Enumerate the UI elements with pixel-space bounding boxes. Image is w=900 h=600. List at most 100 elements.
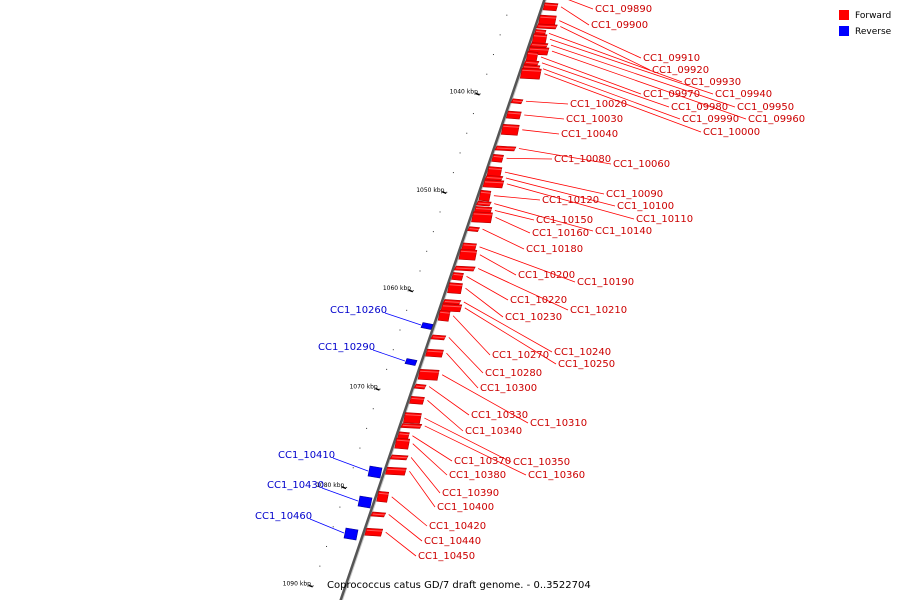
forward-gene-label: CC1_09940 (715, 89, 772, 100)
forward-gene-block-highlight (475, 207, 492, 210)
minor-tick (432, 231, 434, 233)
forward-gene-block-highlight (449, 284, 463, 287)
minor-tick (499, 34, 501, 36)
forward-gene-leader (541, 62, 670, 108)
forward-gene-leader (464, 307, 557, 365)
forward-gene-block (430, 334, 447, 341)
forward-gene-label: CC1_10220 (510, 295, 567, 306)
forward-gene-block (413, 383, 427, 390)
axis-ticks: 1040 kbp 1050 kbp 1060 kbp 1070 kbp 1080 kbp… (283, 14, 508, 588)
forward-gene-block-highlight (473, 213, 493, 216)
forward-gene-block-highlight (405, 414, 422, 417)
forward-gene-block (409, 396, 425, 405)
forward-gene-label: CC1_10400 (437, 502, 494, 513)
forward-gene-block-highlight (527, 52, 539, 55)
forward-gene-block (475, 200, 492, 207)
forward-gene-leader (506, 183, 635, 220)
forward-gene-block-highlight (486, 177, 503, 179)
tick-label: 1090 kbp (283, 580, 311, 587)
minor-tick (412, 290, 414, 292)
forward-gene-leader (388, 514, 423, 542)
forward-gene-block-highlight (432, 336, 446, 339)
forward-gene-block-highlight (508, 112, 522, 115)
forward-gene-leader (550, 44, 736, 108)
forward-gene-leader (452, 315, 491, 356)
forward-gene-label: CC1_10450 (418, 551, 475, 562)
forward-gene-label: CC1_10090 (606, 189, 663, 200)
minor-tick (399, 329, 401, 331)
forward-gene-block (425, 348, 444, 358)
forward-gene-block-highlight (544, 4, 559, 7)
tick-label: 1040 kbp (450, 88, 478, 95)
forward-gene-block-highlight (453, 273, 464, 276)
reverse-gene-leader (309, 518, 345, 534)
forward-gene-label: CC1_10230 (505, 312, 562, 323)
forward-gene-leader (506, 157, 553, 160)
forward-gene-label: CC1_10300 (480, 383, 537, 394)
forward-gene-leader (427, 400, 464, 432)
forward-gene-label: CC1_10180 (526, 244, 583, 255)
forward-gene-leader (428, 386, 470, 416)
forward-gene-leader (463, 301, 553, 353)
forward-gene-block (458, 248, 478, 261)
forward-gene-block-highlight (427, 350, 444, 353)
forward-gene-label: CC1_09910 (643, 53, 700, 64)
forward-gene-leader (549, 38, 714, 95)
minor-tick (379, 388, 381, 390)
forward-gene-label: CC1_10270 (492, 350, 549, 361)
forward-gene-block-highlight (463, 244, 477, 247)
forward-gene-label: CC1_10190 (577, 277, 634, 288)
forward-gene-block-highlight (402, 424, 422, 427)
forward-gene-label: CC1_10440 (424, 536, 481, 547)
forward-gene-label: CC1_09970 (643, 89, 700, 100)
forward-gene-leader (494, 203, 594, 232)
reverse-gene-label: CC1_10460 (255, 511, 312, 522)
forward-gene-leader (478, 268, 569, 311)
minor-tick (419, 270, 421, 272)
forward-gene-block (471, 211, 493, 224)
gene-labels: CC1_09890CC1_09900CC1_09910CC1_09920CC1_… (255, 0, 805, 562)
minor-tick (472, 113, 474, 115)
forward-gene-leader (544, 73, 702, 133)
forward-gene-leader (410, 457, 441, 494)
minor-tick (439, 211, 441, 213)
forward-gene-label: CC1_10240 (554, 347, 611, 358)
forward-gene-block-highlight (387, 468, 407, 471)
minor-tick (319, 565, 321, 567)
forward-gene-block-highlight (540, 16, 557, 19)
forward-gene-leader (409, 470, 436, 508)
forward-gene-label: CC1_10000 (703, 127, 760, 138)
forward-gene-leader (548, 32, 683, 83)
legend-forward-swatch (839, 10, 849, 20)
reverse-gene-leader (384, 312, 422, 326)
forward-gene-leader (448, 337, 484, 374)
minor-tick (459, 152, 461, 154)
minor-tick (426, 250, 428, 252)
minor-tick (446, 191, 448, 193)
forward-gene-block (491, 153, 504, 163)
forward-gene-block (447, 282, 463, 295)
reverse-gene-leader (321, 487, 359, 502)
forward-gene-block-highlight (411, 397, 425, 400)
forward-gene-leader (424, 425, 527, 476)
minor-tick (346, 486, 348, 488)
forward-gene-block-highlight (372, 513, 386, 516)
minor-tick (492, 54, 494, 56)
forward-gene-block-highlight (533, 35, 548, 38)
forward-gene-label: CC1_10250 (558, 359, 615, 370)
forward-gene-leader (412, 443, 448, 476)
forward-gene-label: CC1_10330 (471, 410, 528, 421)
forward-gene-block-highlight (460, 250, 477, 253)
forward-gene-leader (522, 129, 560, 135)
forward-gene-label: CC1_09930 (684, 77, 741, 88)
minor-tick (386, 368, 388, 370)
forward-gene-block-highlight (493, 155, 504, 158)
forward-gene-block (535, 23, 558, 30)
forward-gene-block-highlight (503, 125, 520, 128)
major-tick (341, 486, 347, 490)
major-tick (308, 584, 313, 588)
forward-gene-block (519, 67, 542, 80)
reverse-gene-label: CC1_10260 (330, 305, 387, 316)
minor-tick (506, 14, 508, 16)
